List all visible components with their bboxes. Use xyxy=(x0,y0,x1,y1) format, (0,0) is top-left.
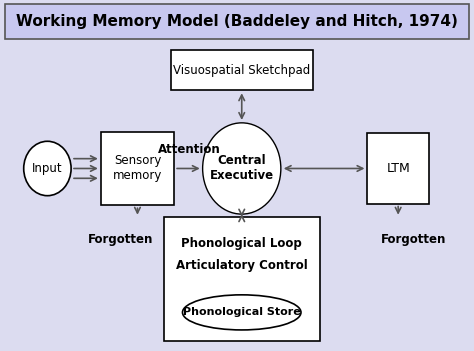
Text: Visuospatial Sketchpad: Visuospatial Sketchpad xyxy=(173,64,310,77)
Ellipse shape xyxy=(202,123,281,214)
FancyBboxPatch shape xyxy=(367,133,429,204)
Text: Articulatory Control: Articulatory Control xyxy=(176,258,308,272)
FancyBboxPatch shape xyxy=(171,50,313,90)
Text: Working Memory Model (Baddeley and Hitch, 1974): Working Memory Model (Baddeley and Hitch… xyxy=(16,14,458,28)
Ellipse shape xyxy=(182,295,301,330)
Ellipse shape xyxy=(24,141,71,196)
Text: Sensory
memory: Sensory memory xyxy=(113,154,162,183)
FancyBboxPatch shape xyxy=(5,4,469,39)
Text: Input: Input xyxy=(32,162,63,175)
Text: Phonological Store: Phonological Store xyxy=(183,307,301,317)
Text: Phonological Loop: Phonological Loop xyxy=(182,237,302,251)
Text: Central
Executive: Central Executive xyxy=(210,154,274,183)
Text: Forgotten: Forgotten xyxy=(381,233,446,246)
FancyBboxPatch shape xyxy=(100,132,174,205)
Text: LTM: LTM xyxy=(386,162,410,175)
Text: Forgotten: Forgotten xyxy=(88,233,154,246)
FancyBboxPatch shape xyxy=(164,217,320,341)
Text: Attention: Attention xyxy=(158,143,221,156)
